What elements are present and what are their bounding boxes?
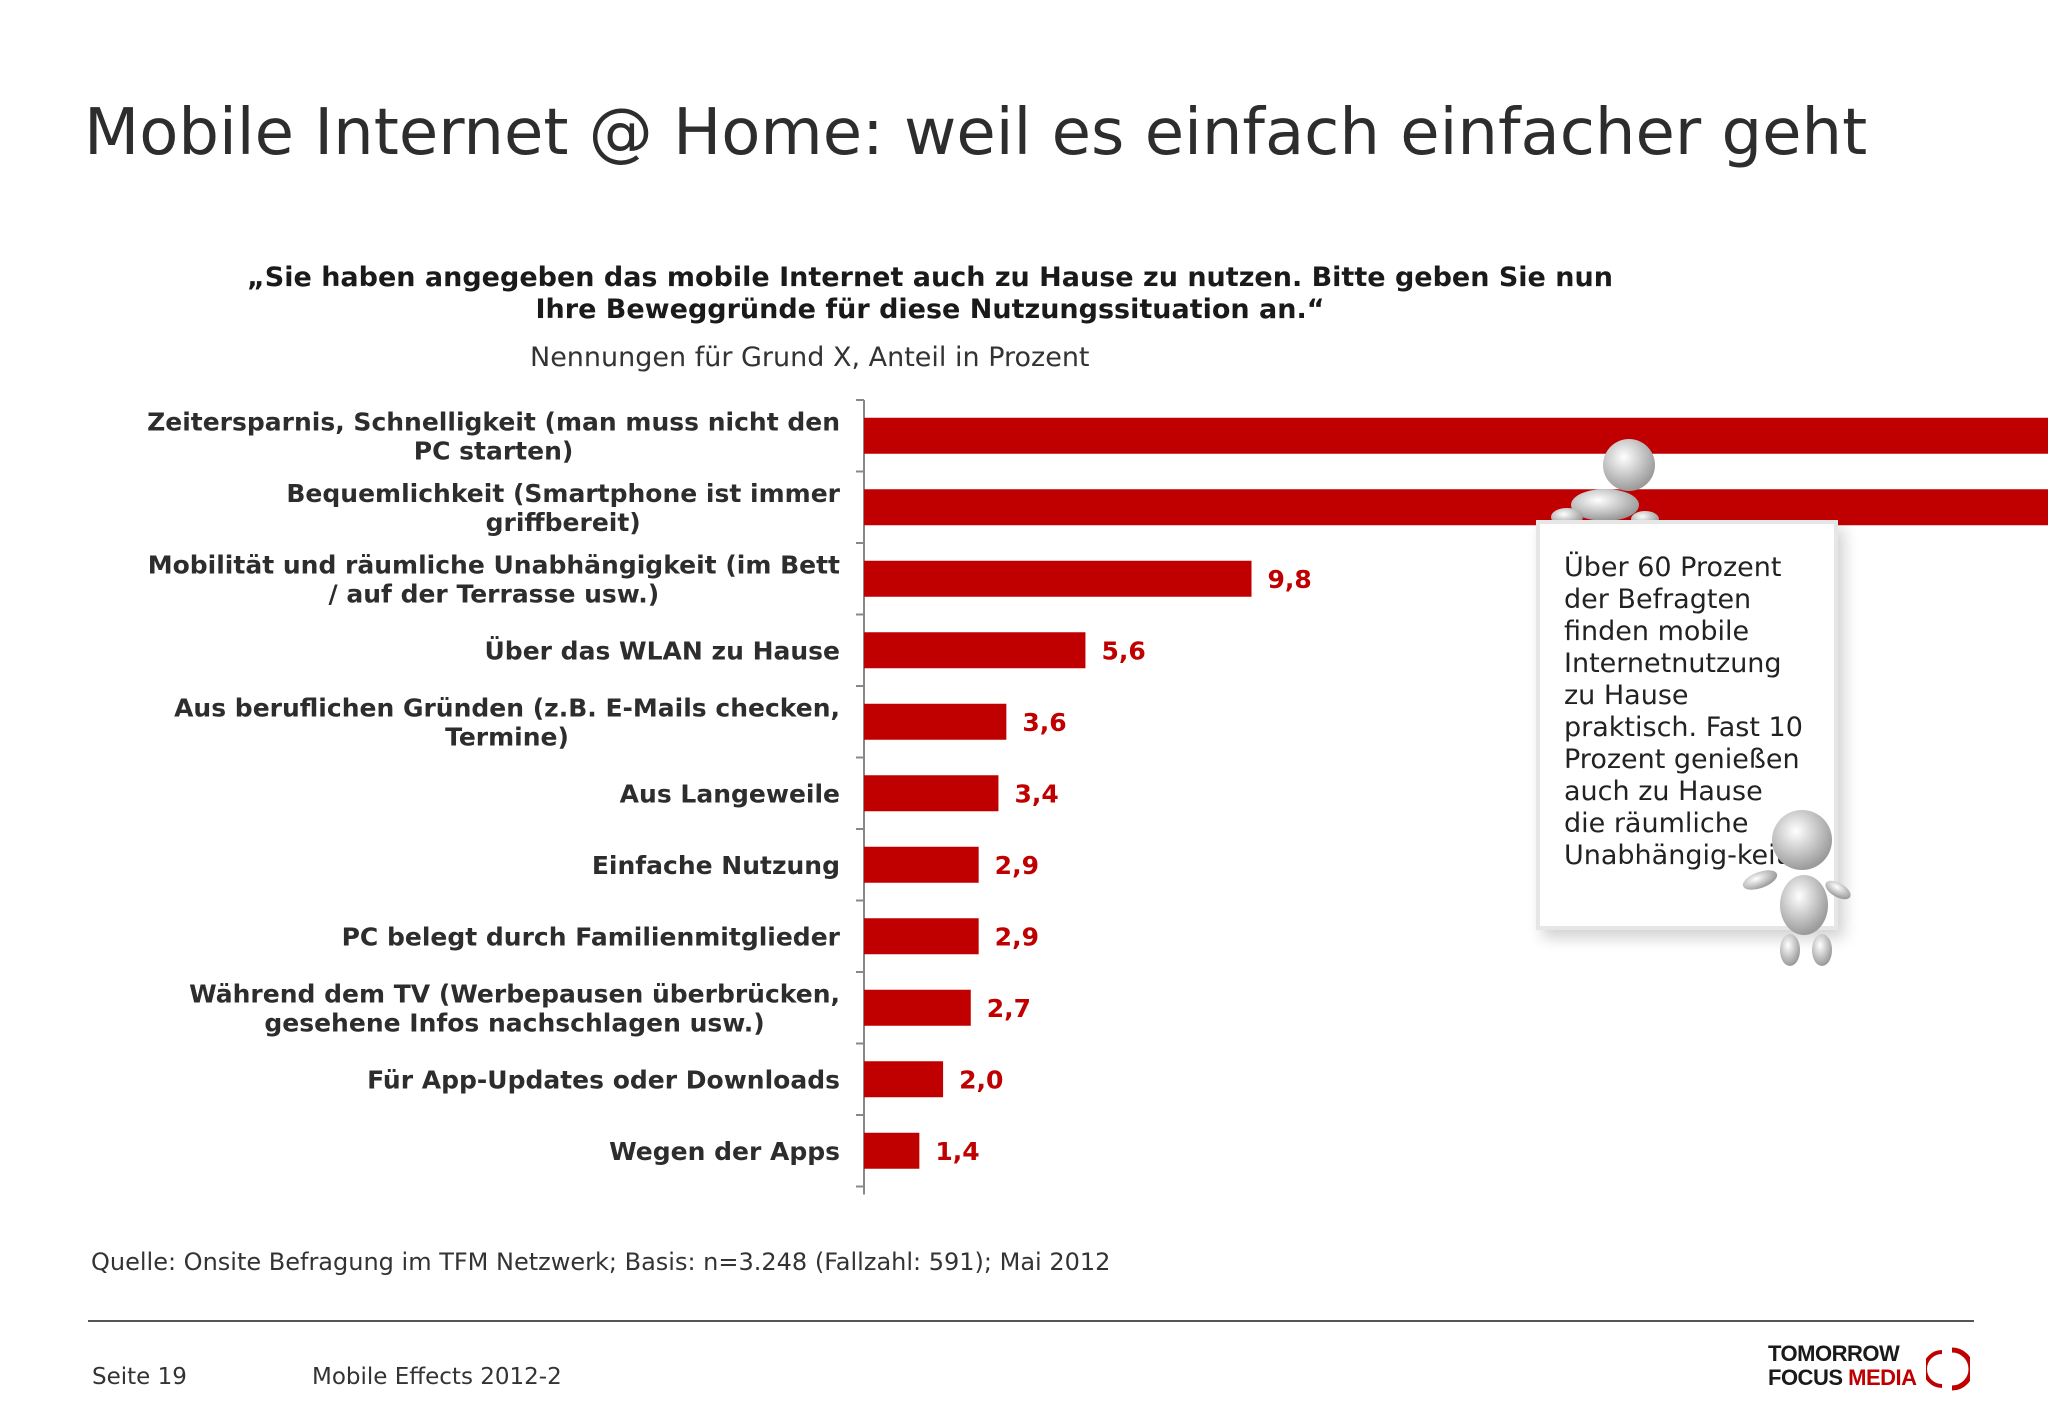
- category-label: Für App-Updates oder Downloads: [367, 1065, 840, 1094]
- value-label: 2,0: [959, 1065, 1003, 1094]
- value-label: 2,9: [995, 851, 1039, 880]
- value-label: 9,8: [1268, 565, 1312, 594]
- company-logo: TOMORROW FOCUS MEDIA: [1768, 1341, 1970, 1394]
- bar: [864, 1132, 920, 1169]
- category-label: Aus Langeweile: [620, 779, 840, 808]
- value-label: 1,4: [935, 1137, 979, 1166]
- category-label: Einfache Nutzung: [592, 851, 840, 880]
- bar: [864, 918, 979, 955]
- footer-divider: [88, 1320, 1974, 1322]
- bar: [864, 489, 2048, 526]
- category-label: PC belegt durch Familienmitglieder: [342, 922, 841, 951]
- bar: [864, 775, 999, 812]
- category-label: Wegen der Apps: [609, 1137, 840, 1166]
- page-title: Mobile Internet @ Home: weil es einfach …: [84, 96, 1868, 170]
- bar: [864, 1061, 944, 1098]
- value-label: 2,7: [987, 994, 1031, 1023]
- logo-line-1: TOMORROW: [1768, 1341, 1900, 1366]
- report-name: Mobile Effects 2012-2: [312, 1364, 562, 1390]
- category-label: Über das WLAN zu Hause: [485, 635, 841, 665]
- bar: [864, 417, 2048, 454]
- value-label: 3,6: [1022, 708, 1066, 737]
- logo-line-2b: MEDIA: [1848, 1365, 1917, 1390]
- logo-bracket-icon: [1926, 1347, 1970, 1391]
- bar: [864, 703, 1007, 740]
- category-label: Aus beruflichen Gründen (z.B. E-Mails ch…: [174, 693, 840, 751]
- bar-chart: 32,3Zeitersparnis, Schnelligkeit (man mu…: [147, 399, 2048, 1195]
- bar: [864, 846, 979, 883]
- value-label: 5,6: [1101, 636, 1145, 665]
- survey-question: „Sie haben angegeben das mobile Internet…: [247, 262, 1613, 325]
- category-label: Zeitersparnis, Schnelligkeit (man muss n…: [147, 407, 840, 465]
- value-label: 2,9: [995, 922, 1039, 951]
- category-label: Mobilität und räumliche Unabhängigkeit (…: [148, 550, 840, 608]
- figure-standing-icon: [1742, 810, 1851, 966]
- category-label: Während dem TV (Werbepausen überbrücken,…: [189, 979, 840, 1037]
- bar: [864, 989, 971, 1026]
- logo-line-2a: FOCUS: [1768, 1365, 1849, 1390]
- bar: [864, 560, 1252, 597]
- page-number: Seite 19: [92, 1364, 187, 1390]
- source-note: Quelle: Onsite Befragung im TFM Netzwerk…: [91, 1248, 1111, 1276]
- value-label: 3,4: [1014, 779, 1058, 808]
- category-label: Bequemlichkeit (Smartphone ist immer grif…: [286, 479, 840, 537]
- bar: [864, 632, 1086, 669]
